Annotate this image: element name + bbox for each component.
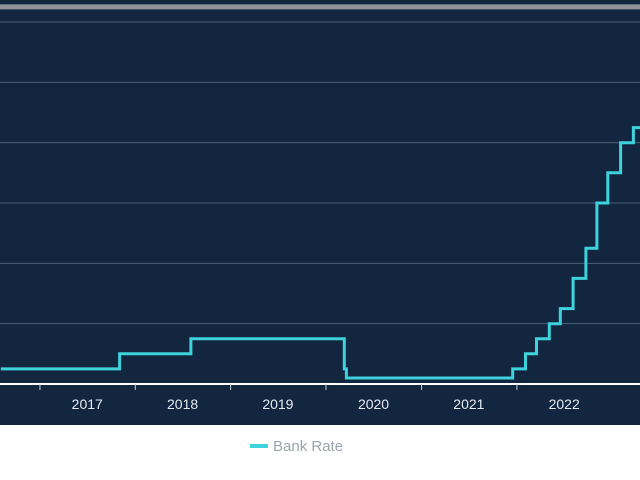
- x-tick-label: 2022: [549, 396, 580, 412]
- legend[interactable]: Bank Rate: [250, 438, 343, 455]
- x-ticks: 2017 2018 2019 2020 2021 2022: [39, 384, 580, 412]
- legend-label-bank-rate: Bank Rate: [273, 438, 343, 455]
- x-tick-label: 2018: [167, 396, 198, 412]
- series-layer: [0, 126, 640, 380]
- plot-background: [0, 0, 640, 425]
- grid-lines: [0, 21, 640, 325]
- x-tick-label: 2019: [262, 396, 293, 412]
- series-line-bank-rate: [0, 126, 640, 380]
- x-tick-label: 2020: [358, 396, 389, 412]
- x-tick-label: 2017: [72, 396, 103, 412]
- x-tick-label: 2021: [453, 396, 484, 412]
